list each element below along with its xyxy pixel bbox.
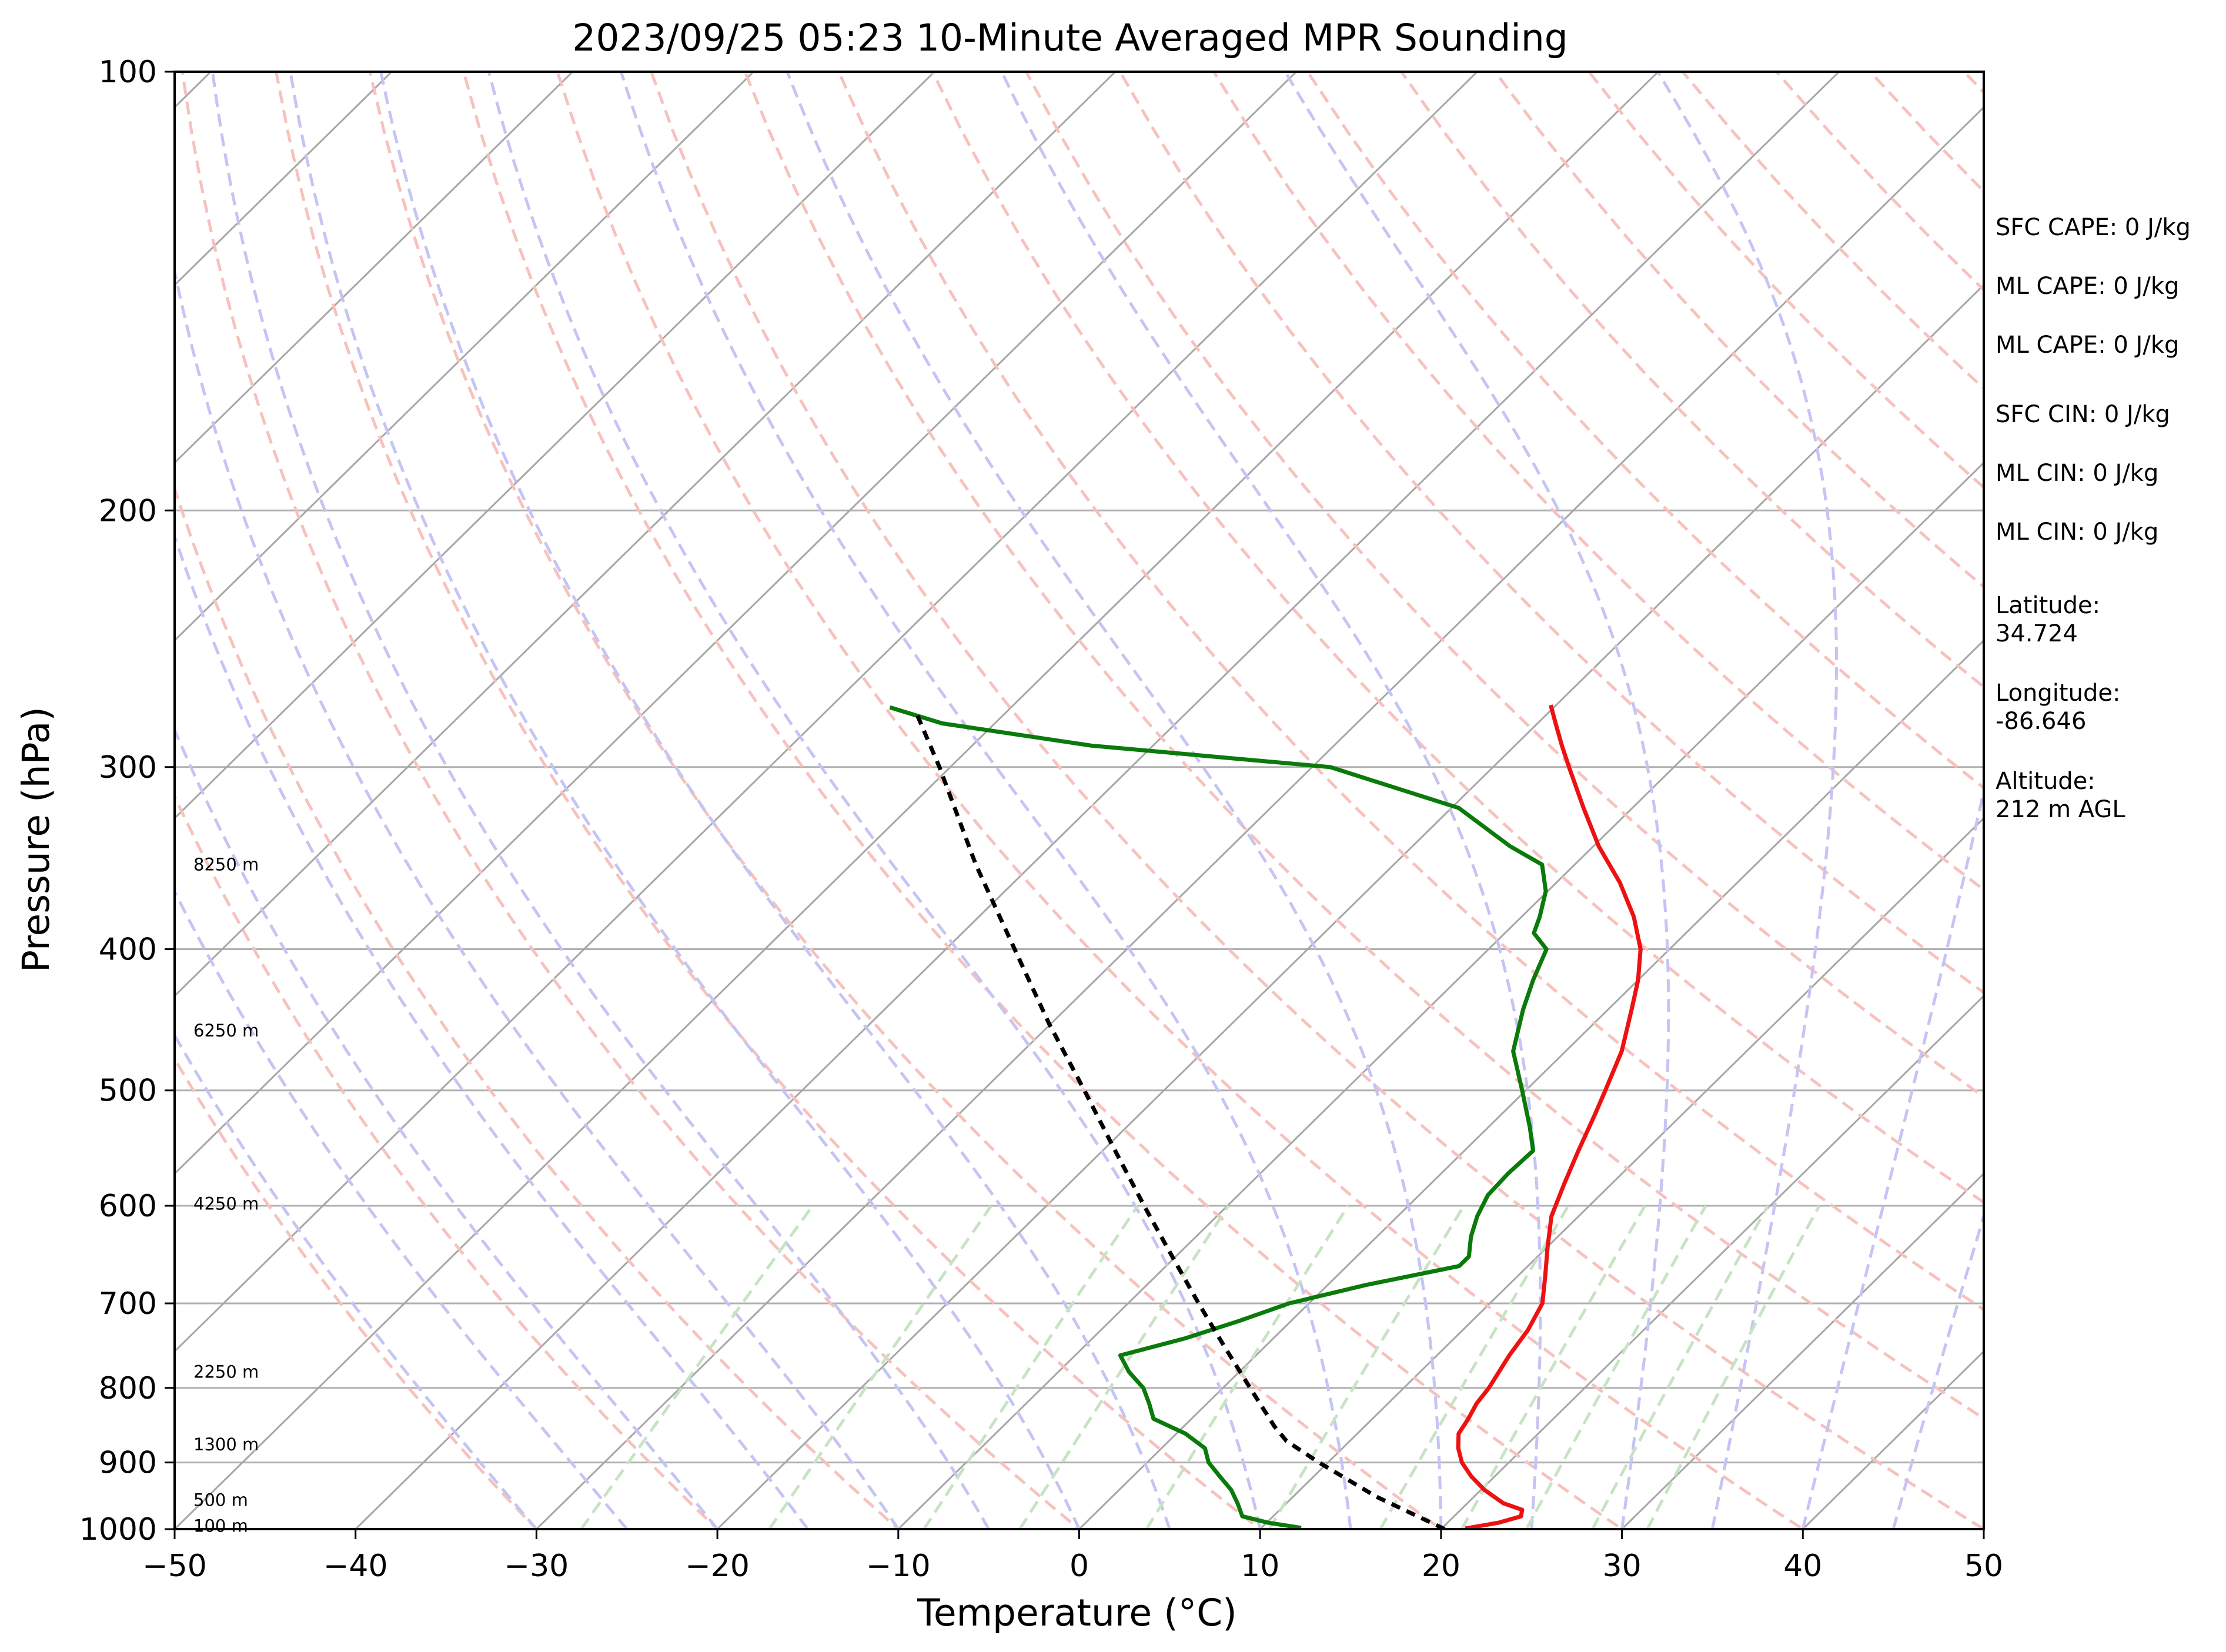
dry-adiabat-line <box>464 72 1667 1560</box>
y-tick-label: 300 <box>99 750 157 785</box>
parcel-path-trace <box>916 712 1445 1529</box>
mixing-ratio-line <box>1647 1206 1819 1529</box>
x-tick-label: 0 <box>1069 1549 1089 1584</box>
moist-adiabat-line <box>621 72 1351 1529</box>
side-info-line: -86.646 <box>1996 708 2086 735</box>
dry-adiabat-line <box>276 72 1301 1560</box>
side-info-text: Latitude:34.724 <box>1996 592 2100 647</box>
side-info-text: ML CAPE: 0 J/kg <box>1996 273 2179 300</box>
moist-adiabat-line <box>0 72 536 1529</box>
y-tick-label: 900 <box>99 1446 157 1481</box>
moist-adiabat-line <box>1658 72 1837 1529</box>
y-tick-label: 1000 <box>79 1512 157 1547</box>
y-tick-label: 700 <box>99 1286 157 1322</box>
y-tick-label: 100 <box>99 55 157 90</box>
height-label: 2250 m <box>193 1362 259 1382</box>
dry-adiabat-line <box>89 72 934 1560</box>
side-info-line: ML CAPE: 0 J/kg <box>1996 332 2179 359</box>
height-label: 1300 m <box>193 1434 259 1454</box>
side-info-text: ML CIN: 0 J/kg <box>1996 460 2158 487</box>
x-tick-label: −10 <box>866 1549 931 1584</box>
side-info-text: SFC CIN: 0 J/kg <box>1996 401 2170 428</box>
isotherm-line <box>0 72 573 1529</box>
mixing-ratio-line <box>1269 1206 1464 1529</box>
x-tick-label: 30 <box>1603 1549 1642 1584</box>
y-tick-label: 200 <box>99 493 157 529</box>
moist-adiabat-line <box>290 72 1079 1529</box>
side-info-line: SFC CAPE: 0 J/kg <box>1996 214 2191 241</box>
y-tick-label: 800 <box>99 1371 157 1406</box>
side-info-text: ML CIN: 0 J/kg <box>1996 519 2158 546</box>
side-info-line: 34.724 <box>1996 620 2078 647</box>
side-info-line: SFC CIN: 0 J/kg <box>1996 401 2170 428</box>
mixing-ratio-line <box>769 1206 991 1529</box>
side-info-line: Altitude: <box>1996 768 2095 795</box>
isotherm-line <box>536 72 2020 1529</box>
moist-adiabat-line <box>787 72 1441 1529</box>
moist-adiabat-line <box>489 72 1260 1529</box>
moist-adiabat-line <box>381 72 1170 1529</box>
height-label: 100 m <box>193 1516 248 1536</box>
x-tick-label: −30 <box>504 1549 569 1584</box>
side-info-line: ML CIN: 0 J/kg <box>1996 519 2158 546</box>
x-tick-label: 50 <box>1964 1549 2003 1584</box>
y-tick-label: 500 <box>99 1074 157 1109</box>
side-info-line: ML CIN: 0 J/kg <box>1996 460 2158 487</box>
side-info-line: Latitude: <box>1996 592 2100 619</box>
height-label: 6250 m <box>193 1021 259 1041</box>
isotherm-line <box>717 72 2201 1529</box>
mixing-ratio-line <box>1593 1206 1768 1529</box>
x-tick-label: −50 <box>142 1549 207 1584</box>
x-tick-label: 40 <box>1783 1549 1822 1584</box>
y-axis-label: Pressure (hPa) <box>15 707 58 972</box>
x-axis-label: Temperature (°C) <box>917 1591 1237 1634</box>
dry-adiabat-line <box>557 72 1851 1560</box>
isotherm-line <box>0 72 1115 1529</box>
side-info-line: 212 m AGL <box>1996 796 2125 823</box>
side-info-text: Altitude:212 m AGL <box>1996 768 2125 823</box>
side-info-text: ML CAPE: 0 J/kg <box>1996 332 2179 359</box>
side-info-text: SFC CAPE: 0 J/kg <box>1996 214 2191 241</box>
chart-title: 2023/09/25 05:23 10-Minute Averaged MPR … <box>572 16 1568 59</box>
x-tick-label: 10 <box>1241 1549 1279 1584</box>
side-info-text: Longitude:-86.646 <box>1996 680 2120 735</box>
y-tick-label: 600 <box>99 1189 157 1224</box>
side-info-line: ML CAPE: 0 J/kg <box>1996 273 2179 300</box>
height-label: 4250 m <box>193 1193 259 1213</box>
x-tick-label: 20 <box>1422 1549 1460 1584</box>
x-tick-label: −20 <box>685 1549 750 1584</box>
plot-area <box>0 72 2226 1560</box>
y-tick-label: 400 <box>99 932 157 968</box>
isotherm-line <box>0 72 1296 1529</box>
height-label: 500 m <box>193 1490 248 1510</box>
moist-adiabat-line <box>0 72 627 1529</box>
moist-adiabat-line <box>144 72 898 1529</box>
dry-adiabat-line <box>0 72 567 1560</box>
side-info-line: Longitude: <box>1996 680 2120 707</box>
height-label: 8250 m <box>193 855 259 875</box>
isotherm-line <box>0 72 392 1529</box>
dry-adiabat-line <box>182 72 1117 1560</box>
dry-adiabat-line <box>0 72 750 1560</box>
x-tick-label: −40 <box>323 1549 388 1584</box>
isotherm-line <box>356 72 1839 1529</box>
